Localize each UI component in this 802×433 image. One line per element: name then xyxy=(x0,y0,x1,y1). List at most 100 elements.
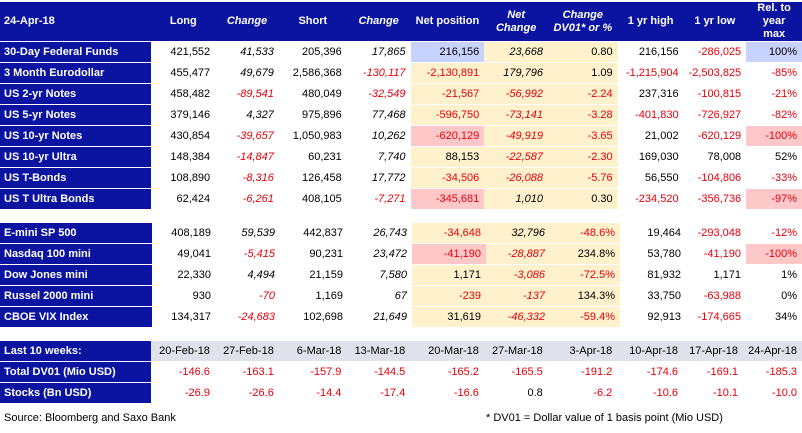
long-value: 379,146 xyxy=(151,104,216,126)
short-value: 21,159 xyxy=(280,264,348,286)
short-change: -32,549 xyxy=(346,83,411,105)
col-net-change: Net Change xyxy=(484,1,549,42)
year-high: 81,932 xyxy=(620,264,686,286)
year-high: -401,830 xyxy=(617,104,684,126)
long-change: 4,494 xyxy=(216,264,280,286)
instrument-name: US 10-yr Notes xyxy=(0,125,152,147)
week-date: 24-Apr-18 xyxy=(743,340,802,362)
net-change: -73,141 xyxy=(484,104,549,126)
rel-year-max: -12% xyxy=(746,222,802,244)
net-position: -2,130,891 xyxy=(410,62,485,84)
short-change: 17,772 xyxy=(346,167,411,189)
net-change: -22,587 xyxy=(484,146,549,168)
short-change: 21,649 xyxy=(348,306,412,328)
short-value: 2,586,368 xyxy=(278,62,347,84)
net-position: 31,619 xyxy=(412,306,486,328)
instrument-name: US T Ultra Bonds xyxy=(0,188,152,210)
equities-row: Dow Jones mini 22,330 4,494 21,159 7,580 1,17… xyxy=(0,264,802,286)
year-low: -286,025 xyxy=(683,41,747,63)
week-value: -191.2 xyxy=(547,361,618,383)
dv01-change: -2.30 xyxy=(548,146,618,168)
week-value: -165.2 xyxy=(410,361,484,383)
week-date: 6-Mar-18 xyxy=(278,340,347,362)
short-value: 975,896 xyxy=(278,104,347,126)
year-low: -293,048 xyxy=(686,222,746,244)
short-change: -7,271 xyxy=(346,188,411,210)
header-row: 24-Apr-18 Long Change Short Change Net p… xyxy=(0,1,802,42)
short-change: 10,262 xyxy=(346,125,411,147)
weeks-header-row: Last 10 weeks: 20-Feb-18 27-Feb-18 6-Mar-18… xyxy=(0,340,802,362)
net-position: -41,190 xyxy=(412,243,486,265)
net-change: -26,088 xyxy=(484,167,549,189)
weeks-row-label: Stocks (Bn USD) xyxy=(0,382,152,404)
year-high: 92,913 xyxy=(620,306,686,328)
long-change: -89,541 xyxy=(215,83,279,105)
long-value: 458,482 xyxy=(151,83,216,105)
rel-year-max: 1% xyxy=(746,264,802,286)
week-value: -16.6 xyxy=(410,382,484,404)
col-short: Short xyxy=(278,1,347,42)
year-high: 21,002 xyxy=(617,125,684,147)
net-position: -620,129 xyxy=(410,125,485,147)
long-value: 408,189 xyxy=(152,222,216,244)
rates-body: 30-Day Federal Funds 421,552 41,533 205,396… xyxy=(0,41,802,210)
dv01-change: 0.30 xyxy=(548,188,618,210)
net-position: -34,648 xyxy=(412,222,486,244)
year-high: 53,780 xyxy=(620,243,686,265)
rates-row: US 10-yr Notes 430,854 -39,657 1,050,983 10,… xyxy=(0,125,802,147)
dv01-change: 1.09 xyxy=(548,62,618,84)
col-short-change: Change xyxy=(346,1,411,42)
year-high: 237,316 xyxy=(617,83,684,105)
net-position: 88,153 xyxy=(410,146,485,168)
short-change: 23,472 xyxy=(348,243,412,265)
week-value: -10.0 xyxy=(743,382,802,404)
net-change: 179,796 xyxy=(484,62,549,84)
instrument-name: US 2-yr Notes xyxy=(0,83,152,105)
instrument-name: US 5-yr Notes xyxy=(0,104,152,126)
net-change: -56,992 xyxy=(484,83,549,105)
long-value: 108,890 xyxy=(151,167,216,189)
short-value: 480,049 xyxy=(278,83,347,105)
long-change: -24,683 xyxy=(216,306,280,328)
rates-row: US T Ultra Bonds 62,424 -6,261 408,105 -7,27… xyxy=(0,188,802,210)
long-change: -14,847 xyxy=(215,146,279,168)
short-value: 1,169 xyxy=(280,285,348,307)
instrument-name: US T-Bonds xyxy=(0,167,152,189)
net-position: -596,750 xyxy=(410,104,485,126)
year-high: 169,030 xyxy=(617,146,684,168)
instrument-name: 30-Day Federal Funds xyxy=(0,41,152,63)
long-change: -6,261 xyxy=(215,188,279,210)
week-value: -26.6 xyxy=(214,382,279,404)
short-value: 408,105 xyxy=(278,188,347,210)
instrument-name: Dow Jones mini xyxy=(0,264,152,286)
short-change: 26,743 xyxy=(348,222,412,244)
instrument-name: Nasdaq 100 mini xyxy=(0,243,152,265)
week-date: 10-Apr-18 xyxy=(617,340,684,362)
net-change: -46,332 xyxy=(486,306,550,328)
short-value: 442,837 xyxy=(280,222,348,244)
year-low: 1,171 xyxy=(686,264,746,286)
week-date: 3-Apr-18 xyxy=(547,340,618,362)
year-high: 33,750 xyxy=(620,285,686,307)
short-value: 60,231 xyxy=(278,146,347,168)
short-value: 1,050,983 xyxy=(278,125,347,147)
week-value: -10.6 xyxy=(617,382,684,404)
net-change: -49,919 xyxy=(484,125,549,147)
week-value: -185.3 xyxy=(743,361,802,383)
net-change: -3,086 xyxy=(486,264,550,286)
week-value: -146.6 xyxy=(151,361,215,383)
short-change: 7,740 xyxy=(346,146,411,168)
rel-year-max: 100% xyxy=(746,41,802,63)
instrument-name: Russel 2000 mini xyxy=(0,285,152,307)
weeks-body: Last 10 weeks: 20-Feb-18 27-Feb-18 6-Mar-18… xyxy=(0,340,802,404)
short-change: 17,865 xyxy=(346,41,411,63)
rates-row: US T-Bonds 108,890 -8,316 126,458 17,772 -34,… xyxy=(0,167,802,189)
year-low: -356,736 xyxy=(683,188,747,210)
dv01-change: -5.76 xyxy=(548,167,618,189)
net-change: 1,010 xyxy=(484,188,549,210)
year-high: 19,464 xyxy=(620,222,686,244)
week-date: 13-Mar-18 xyxy=(346,340,411,362)
long-change: -70 xyxy=(216,285,280,307)
rates-row: US 5-yr Notes 379,146 4,327 975,896 77,468 -5… xyxy=(0,104,802,126)
rates-row: 30-Day Federal Funds 421,552 41,533 205,396… xyxy=(0,41,802,63)
